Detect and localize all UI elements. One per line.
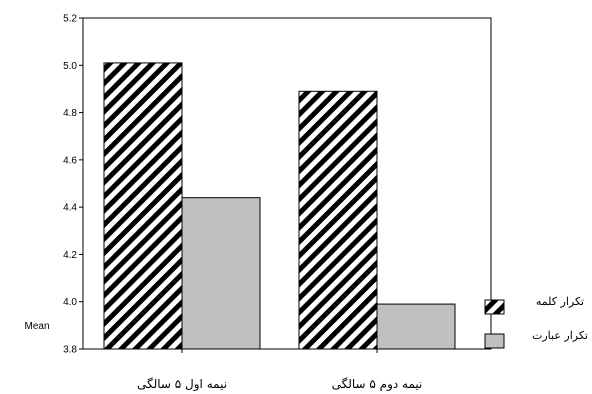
legend-swatch	[484, 299, 505, 315]
legend-swatch	[484, 333, 505, 349]
y-tick-label: 4.2	[63, 250, 77, 261]
x-category-label: نیمه دوم ۵ سالگی	[332, 377, 423, 392]
legend-label: تکرار عبارت	[532, 329, 588, 342]
x-category-label: نیمه اول ۵ سالگی	[137, 377, 227, 392]
legend-label: تکرار کلمه	[536, 295, 584, 308]
bar-2-2	[376, 303, 456, 350]
y-tick-label: 4.6	[63, 155, 77, 166]
y-tick-label: 4.4	[63, 203, 77, 214]
bar-2-1	[181, 197, 261, 350]
bar-1-2	[298, 90, 378, 350]
y-tick-label: 4.0	[63, 297, 77, 308]
y-tick-label: 4.8	[63, 108, 77, 119]
y-tick-label: 5.2	[63, 14, 77, 25]
plot-frame	[82, 17, 492, 350]
bar-1-1	[103, 62, 183, 350]
y-tick-label: 3.8	[63, 345, 77, 356]
y-tick-label: 5.0	[63, 61, 77, 72]
y-axis-label: Mean	[24, 321, 49, 332]
